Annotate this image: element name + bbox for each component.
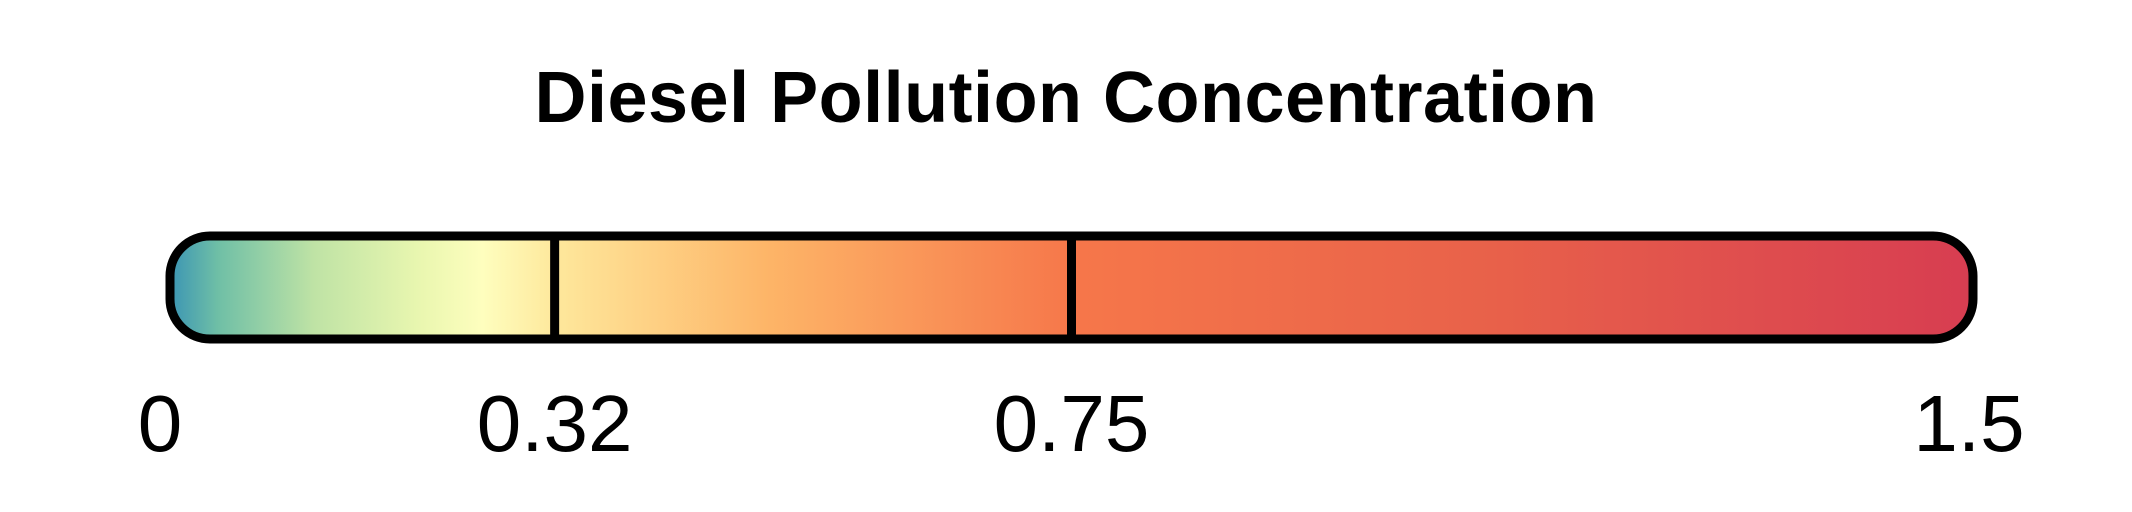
tick-label: 0.32	[477, 379, 633, 468]
colorbar-outline	[165, 231, 1978, 344]
tick-label: 0.75	[994, 379, 1150, 468]
tick-label: 0	[138, 379, 183, 468]
tick-label: 1.5	[1913, 379, 2024, 468]
legend-title: Diesel Pollution Concentration	[534, 58, 1598, 138]
